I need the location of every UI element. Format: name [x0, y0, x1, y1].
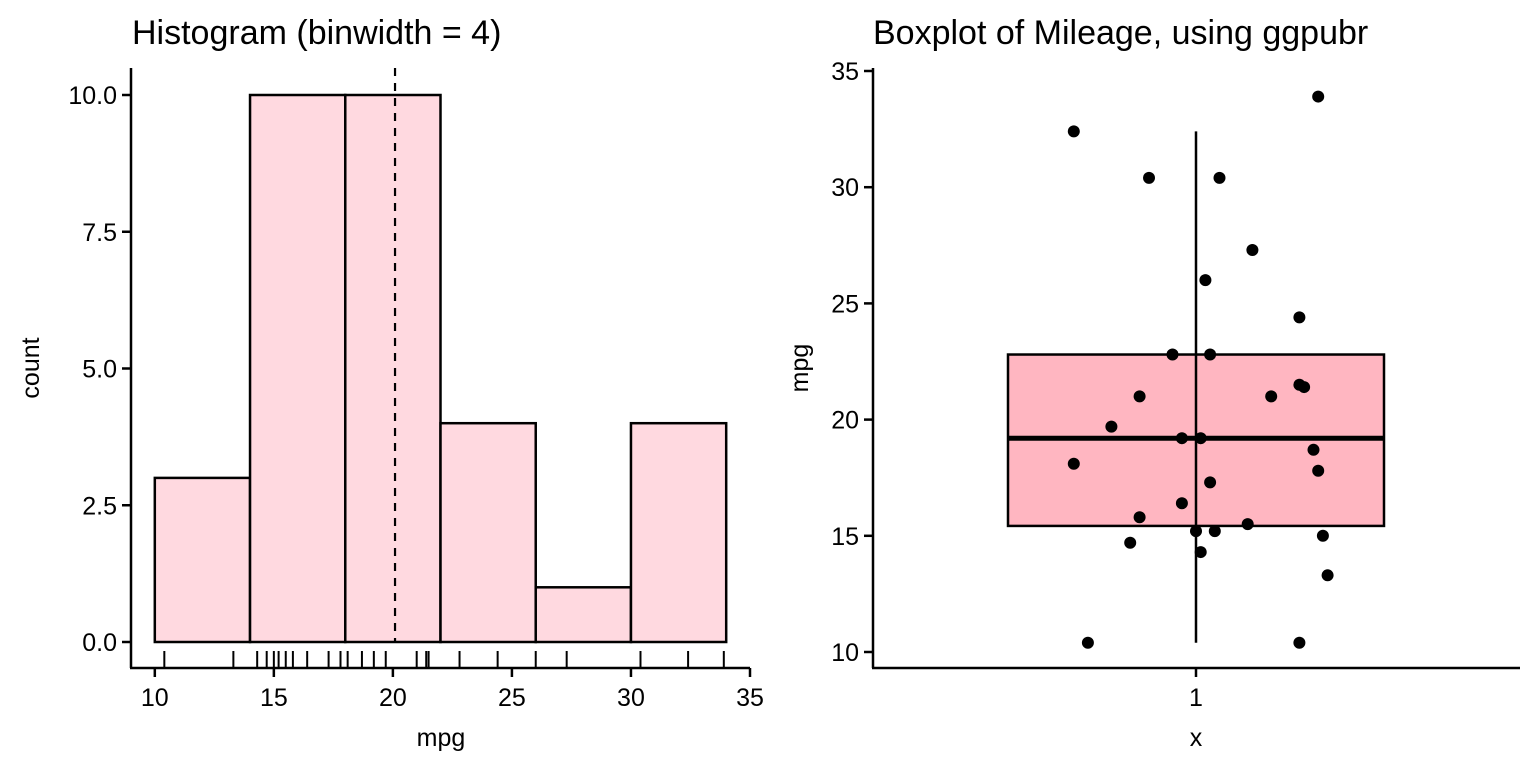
- boxplot-title: Boxplot of Mileage, using ggpubr: [873, 14, 1368, 52]
- boxplot-axes: 10 15 20 25 30 35 1: [831, 58, 1520, 712]
- histogram-y-tick-label-2: 5.0: [82, 356, 117, 384]
- histogram-x-axis-title: mpg: [417, 724, 466, 752]
- data-point-8: [1204, 348, 1217, 361]
- histogram-title: Histogram (binwidth = 4): [132, 14, 501, 52]
- histogram-x-tick-label-1: 15: [260, 684, 288, 712]
- boxplot-y-tick-label-5: 35: [831, 58, 859, 86]
- histogram-axes: 0.0 2.5 5.0 7.5 10.0 10 15 20 25 30 35: [68, 68, 764, 712]
- data-point-4: [1246, 243, 1259, 256]
- boxplot-y-tick-label-4: 30: [831, 174, 859, 202]
- data-point-3: [1213, 171, 1226, 184]
- histogram-y-tick-label-4: 10.0: [68, 82, 117, 110]
- histogram-bar-2: [344, 93, 442, 644]
- histogram-bar-0: [153, 476, 252, 644]
- data-point-28: [1321, 569, 1334, 582]
- data-point-11: [1133, 390, 1146, 403]
- histogram-x-tick-label-4: 30: [617, 684, 645, 712]
- data-point-2: [1143, 171, 1155, 184]
- data-point-24: [1190, 525, 1202, 538]
- boxplot-y-tick-label-0: 10: [831, 639, 859, 667]
- data-point-6: [1293, 311, 1306, 324]
- data-point-12: [1265, 390, 1278, 403]
- histogram-y-tick-label-1: 2.5: [82, 492, 117, 520]
- histogram-bar-4: [534, 586, 633, 644]
- data-point-21: [1133, 511, 1146, 524]
- data-point-10: [1298, 381, 1311, 394]
- data-point-27: [1194, 546, 1207, 559]
- data-point-19: [1204, 476, 1217, 489]
- histogram-y-tick-label-0: 0.0: [82, 629, 117, 657]
- boxplot-y-tick-label-1: 15: [831, 523, 859, 551]
- histogram-x-tick-label-3: 25: [498, 684, 526, 712]
- histogram-rug: [163, 651, 725, 667]
- boxplot-x-axis-title: x: [1190, 724, 1203, 752]
- boxplot-points: [1067, 90, 1334, 649]
- data-point-22: [1241, 518, 1254, 531]
- data-point-17: [1067, 457, 1080, 470]
- histogram-bar-1: [248, 93, 347, 644]
- histogram-y-axis-title: count: [17, 337, 45, 398]
- boxplot-x-tick-label-0: 1: [1189, 684, 1203, 712]
- boxplot-panel: Boxplot of Mileage, using ggpubr 10 15 20 2…: [786, 14, 1520, 752]
- data-point-13: [1105, 420, 1118, 433]
- data-point-23: [1208, 525, 1221, 538]
- histogram-panel: Histogram (binwidth = 4) 0.0 2.5 5.0 7.5 10.…: [17, 14, 764, 752]
- boxplot-box: [1006, 131, 1386, 643]
- data-point-29: [1081, 636, 1094, 649]
- histogram-bars: [153, 93, 728, 644]
- data-point-20: [1175, 497, 1188, 510]
- data-point-0: [1067, 125, 1080, 138]
- data-point-16: [1307, 443, 1320, 456]
- histogram-bar-5: [629, 421, 728, 644]
- histogram-x-tick-label-2: 20: [379, 684, 407, 712]
- data-point-5: [1199, 274, 1212, 287]
- data-point-26: [1124, 536, 1137, 549]
- histogram-x-tick-label-5: 35: [736, 684, 764, 712]
- histogram-bar-3: [439, 421, 537, 644]
- data-point-7: [1166, 348, 1179, 361]
- data-point-15: [1194, 432, 1207, 445]
- histogram-y-tick-label-3: 7.5: [82, 219, 117, 247]
- boxplot-y-axis-title: mpg: [786, 344, 814, 393]
- boxplot-y-tick-label-2: 20: [831, 407, 859, 435]
- data-point-30: [1293, 636, 1306, 649]
- data-point-1: [1312, 90, 1325, 103]
- histogram-x-tick-label-0: 10: [141, 684, 169, 712]
- boxplot-y-tick-label-3: 25: [831, 290, 859, 318]
- data-point-18: [1312, 464, 1325, 477]
- data-point-25: [1316, 529, 1329, 542]
- data-point-14: [1175, 432, 1188, 445]
